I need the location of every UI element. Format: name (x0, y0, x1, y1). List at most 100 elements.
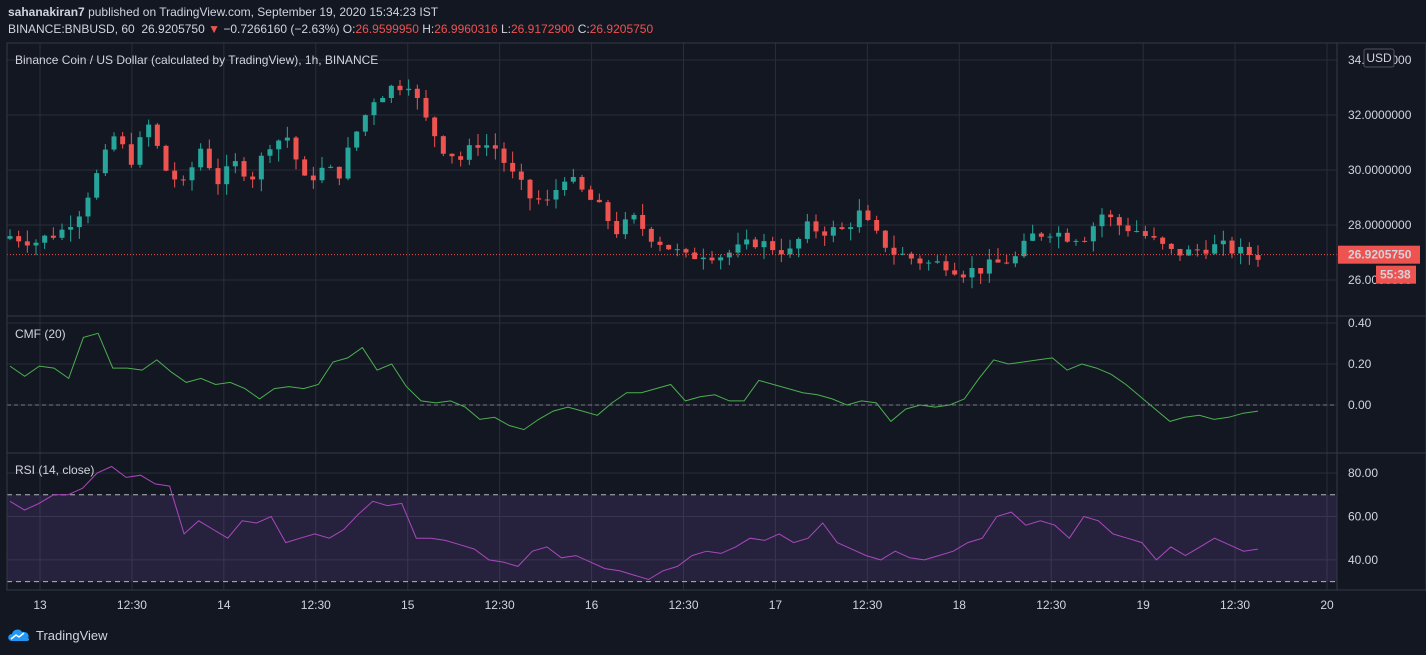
candle-body (232, 161, 238, 167)
candle-body (848, 227, 854, 229)
close-label: C: (577, 22, 590, 36)
candle-body (1073, 240, 1079, 242)
candle-body (68, 227, 74, 230)
candle-body (423, 97, 429, 118)
candle-body (319, 167, 325, 181)
candle-body (1194, 249, 1200, 251)
change-value: −0.7266160 (−2.63%) (223, 22, 340, 36)
candle-body (388, 85, 394, 98)
candle-body (128, 144, 134, 165)
candle-body (830, 227, 836, 236)
high-label: H: (422, 22, 435, 36)
candle-body (362, 115, 368, 132)
time-tick-label: 17 (769, 598, 783, 612)
time-tick-label: 18 (953, 598, 967, 612)
candle-body (1177, 248, 1183, 256)
candle-body (172, 170, 178, 180)
publish-info: sahanakiran7 published on TradingView.co… (8, 5, 438, 19)
candle-body (917, 258, 923, 264)
candle-body (752, 239, 758, 248)
candle-body (1064, 232, 1070, 242)
price-title: Binance Coin / US Dollar (calculated by … (15, 53, 378, 67)
candle-body (926, 262, 932, 264)
candle-body (579, 177, 585, 190)
ohlc-legend: BINANCE:BNBUSD, 60 26.9205750 ▼ −0.72661… (8, 22, 653, 36)
candle-body (536, 198, 542, 200)
candle-body (518, 171, 524, 180)
tradingview-logo[interactable]: TradingView (6, 627, 108, 643)
candle-body (934, 261, 940, 263)
time-tick-label: 20 (1320, 598, 1334, 612)
cmf-tick-label: 0.40 (1348, 316, 1372, 330)
candle-body (570, 177, 576, 182)
author-name[interactable]: sahanakiran7 (8, 5, 85, 19)
candle-body (908, 253, 914, 259)
candle-body (484, 145, 490, 148)
countdown-label: 55:38 (1380, 268, 1411, 282)
axes: 13 12:30 14 12:30 15 12:30 16 12:30 17 12:30 18 12:… (6, 42, 1426, 612)
candle-body (995, 259, 1001, 263)
price-tick-label: 30.0000000 (1348, 163, 1412, 177)
candle-body (432, 117, 438, 137)
candle-body (544, 199, 550, 201)
candle-body (1099, 214, 1105, 227)
candle-body (1238, 246, 1244, 254)
candle-body (510, 162, 516, 172)
time-tick-label: 12:30 (485, 598, 515, 612)
candle-body (1229, 240, 1235, 254)
candle-body (33, 242, 39, 246)
candle-body (1038, 233, 1044, 237)
candle-body (735, 244, 741, 253)
candle-body (492, 145, 498, 149)
candle-body (839, 227, 845, 229)
candle-body (562, 181, 568, 191)
candle-body (466, 145, 472, 160)
low-label: L: (500, 22, 511, 36)
candle-body (1203, 249, 1209, 254)
candle-body (24, 241, 30, 246)
candle-body (310, 175, 316, 181)
time-tick-label: 12:30 (668, 598, 698, 612)
rsi-pane[interactable] (7, 465, 1337, 583)
price-pane[interactable] (7, 79, 1337, 289)
candle-body (596, 199, 602, 203)
candle-body (588, 189, 594, 200)
candle-body (1134, 231, 1140, 233)
candle-body (683, 249, 689, 253)
cloud-icon (8, 629, 30, 641)
open-label: O: (342, 22, 356, 36)
time-tick-label: 12:30 (117, 598, 147, 612)
countdown-badge (1376, 265, 1416, 284)
price-tick-label: 32.0000000 (1348, 108, 1412, 122)
candle-body (770, 241, 776, 251)
candle-body (137, 137, 143, 165)
candle-body (76, 216, 82, 228)
candle-body (605, 202, 611, 222)
candle-body (1030, 233, 1036, 241)
candle-body (796, 238, 802, 249)
candle-body (1246, 246, 1252, 256)
candle-body (293, 137, 299, 160)
candle-body (804, 221, 810, 239)
candle-body (302, 159, 308, 176)
candle-body (1056, 232, 1062, 237)
time-tick-label: 19 (1136, 598, 1150, 612)
last-price: 26.9205750 (141, 22, 205, 36)
cmf-title: CMF (20) (15, 327, 66, 341)
candle-body (1082, 240, 1088, 242)
time-tick-label: 12:30 (1036, 598, 1066, 612)
candle-body (640, 214, 646, 229)
candle-body (163, 145, 169, 171)
candle-body (1090, 226, 1096, 242)
cmf-tick-label: 0.20 (1348, 357, 1372, 371)
candle-body (380, 97, 386, 103)
candle-body (744, 239, 750, 245)
cmf-pane[interactable] (7, 332, 1337, 431)
candle-body (943, 261, 949, 271)
rsi-series-line (9, 465, 1259, 581)
time-tick-label: 15 (401, 598, 415, 612)
candle-body (102, 149, 108, 174)
currency-button[interactable] (1363, 48, 1395, 68)
chart-canvas[interactable]: 13 12:30 14 12:30 15 12:30 16 12:30 17 12:30 18 12:… (0, 40, 1426, 620)
brand-name: TradingView (36, 627, 108, 643)
